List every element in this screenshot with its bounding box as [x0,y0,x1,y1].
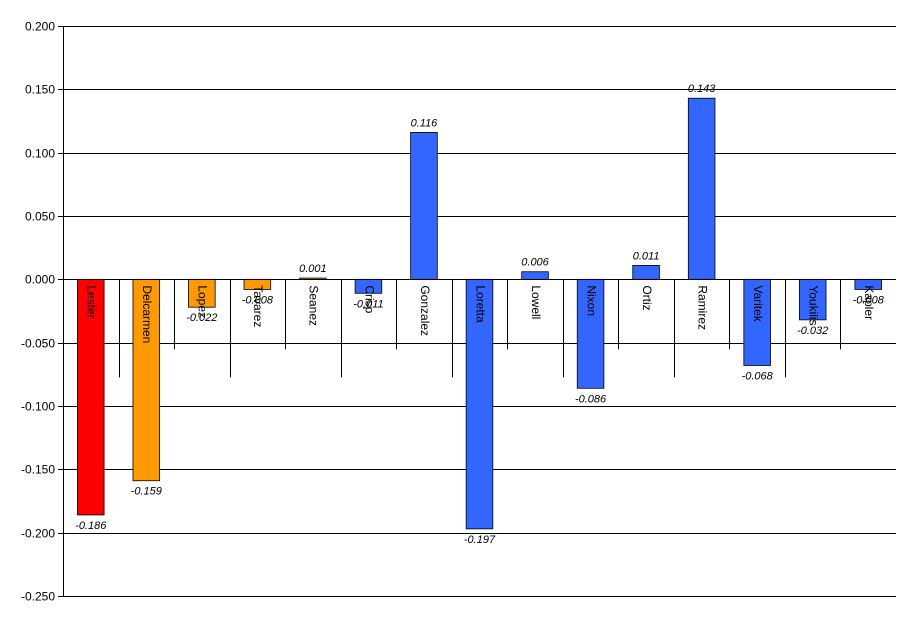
category-label: Youkilis [807,285,821,325]
y-tick-label: -0.100 [21,400,55,414]
data-label: -0.197 [464,534,496,546]
category-separators [119,279,841,378]
data-label: 0.011 [633,250,660,262]
bar-gonzalez [410,131,438,280]
category-label: Ramirez [695,285,709,330]
data-label: -0.186 [75,520,107,532]
bar-loretta [465,278,494,530]
bars [77,97,882,530]
category-label: Lowell [529,285,543,319]
category-label: Lester [85,285,99,318]
bar-ramirez [687,97,716,280]
bar-lopez [188,278,216,308]
category-label: Ortiz [640,285,654,310]
data-label: -0.086 [575,393,607,405]
y-tick-label: -0.150 [21,463,55,477]
category-label: Crisp [362,285,376,313]
data-label: -0.159 [131,486,162,498]
category-label: Seanez [307,285,321,326]
y-tick-label: -0.200 [21,527,55,541]
axes [58,26,896,597]
category-label: Tavarez [251,285,265,327]
data-label: 0.001 [299,263,327,275]
data-label: -0.068 [742,370,774,382]
category-label: Kapler [862,285,876,320]
y-tick-label: 0.050 [25,210,55,224]
y-tick-label: -0.050 [21,337,55,351]
y-tick-label: 0.150 [25,83,55,97]
category-label: Lopez [196,285,210,318]
bar-lowell [521,271,549,280]
data-label: -0.022 [186,312,217,324]
bar-nixon [576,278,605,389]
category-label: Varitek [751,285,765,322]
labels: Lester -0.186 Delcarmen -0.159 Lopez-0.022 Ta… [75,83,885,546]
data-label: 0.116 [411,117,439,129]
category-label: Delcarmen [140,285,154,343]
y-tick-label: -0.250 [21,590,55,604]
data-label: -0.008 [853,294,885,306]
bar-youkilis [798,278,827,321]
bar-ortiz [632,264,660,280]
bar-delcarmen [132,278,161,482]
category-label: Nixon [584,285,598,316]
y-tick-label: 0.100 [25,147,55,161]
data-label: 0.143 [688,83,716,95]
category-label: Loretta [473,285,487,323]
data-label: -0.011 [353,298,383,310]
data-label: -0.008 [242,294,274,306]
y-tick-label: 0.000 [25,273,55,287]
y-axis-tick-labels: 0.200 0.150 0.100 0.050 0.000 -0.050 -0.100 -0.… [21,20,55,604]
category-label: Gonzalez [418,285,432,336]
bar-varitek [743,278,771,366]
data-label: -0.032 [797,325,828,337]
y-tick-label: 0.200 [25,20,55,34]
data-label: 0.006 [521,257,549,269]
